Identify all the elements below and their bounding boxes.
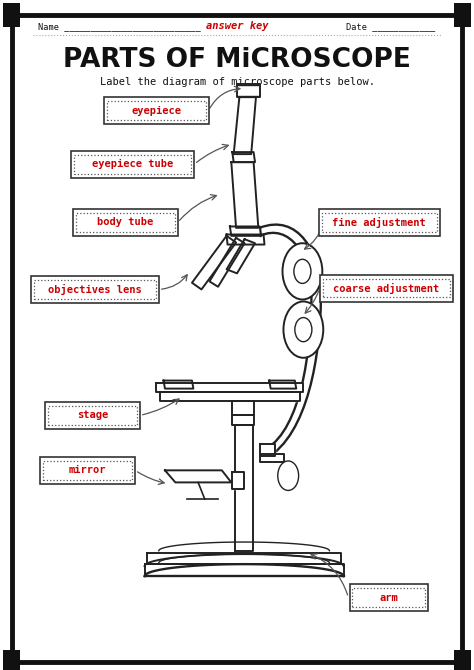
- Polygon shape: [192, 236, 236, 289]
- Polygon shape: [231, 162, 258, 228]
- Polygon shape: [232, 152, 255, 162]
- Text: eyepiece tube: eyepiece tube: [92, 159, 173, 169]
- Polygon shape: [237, 84, 260, 97]
- Text: coarse adjustment: coarse adjustment: [333, 283, 439, 293]
- FancyBboxPatch shape: [104, 97, 209, 124]
- Circle shape: [294, 259, 311, 283]
- Polygon shape: [260, 444, 275, 456]
- Text: arm: arm: [379, 593, 398, 602]
- Text: stage: stage: [77, 411, 108, 420]
- Polygon shape: [232, 415, 254, 425]
- Circle shape: [283, 243, 322, 299]
- Circle shape: [283, 302, 323, 358]
- Polygon shape: [164, 381, 193, 389]
- Text: fine adjustment: fine adjustment: [332, 217, 426, 228]
- Bar: [3, 650, 20, 670]
- FancyBboxPatch shape: [31, 276, 159, 303]
- Polygon shape: [227, 234, 264, 245]
- FancyBboxPatch shape: [319, 209, 440, 236]
- FancyBboxPatch shape: [12, 15, 462, 662]
- Polygon shape: [160, 392, 300, 401]
- Polygon shape: [145, 554, 344, 576]
- Polygon shape: [147, 553, 341, 564]
- Polygon shape: [145, 564, 344, 576]
- Text: Name __________________________: Name __________________________: [38, 22, 201, 31]
- Bar: [454, 650, 471, 670]
- Text: Date ____________: Date ____________: [346, 22, 435, 31]
- Text: objectives lens: objectives lens: [48, 284, 142, 295]
- Text: Label the diagram of microscope parts below.: Label the diagram of microscope parts be…: [100, 77, 374, 86]
- Polygon shape: [156, 383, 303, 392]
- FancyBboxPatch shape: [320, 275, 453, 302]
- Bar: [3, 3, 20, 27]
- Polygon shape: [232, 401, 254, 415]
- Polygon shape: [210, 238, 245, 287]
- FancyBboxPatch shape: [45, 402, 140, 429]
- Text: body tube: body tube: [98, 218, 154, 227]
- FancyBboxPatch shape: [40, 457, 135, 484]
- FancyBboxPatch shape: [71, 151, 194, 178]
- Polygon shape: [235, 425, 253, 551]
- Polygon shape: [145, 564, 344, 576]
- Text: answer key: answer key: [206, 21, 268, 31]
- Polygon shape: [165, 470, 231, 482]
- Circle shape: [278, 461, 299, 490]
- Polygon shape: [234, 97, 256, 154]
- Polygon shape: [260, 216, 320, 456]
- FancyBboxPatch shape: [349, 584, 428, 611]
- Circle shape: [295, 318, 312, 342]
- Polygon shape: [260, 454, 284, 462]
- Bar: [454, 3, 471, 27]
- Polygon shape: [227, 239, 255, 273]
- Text: eyepiece: eyepiece: [131, 106, 182, 115]
- Polygon shape: [269, 381, 296, 389]
- FancyBboxPatch shape: [73, 209, 178, 236]
- Text: PARTS OF MiCROSCOPE: PARTS OF MiCROSCOPE: [63, 48, 411, 73]
- Polygon shape: [230, 226, 261, 236]
- Text: mirror: mirror: [69, 466, 107, 475]
- Polygon shape: [232, 472, 244, 489]
